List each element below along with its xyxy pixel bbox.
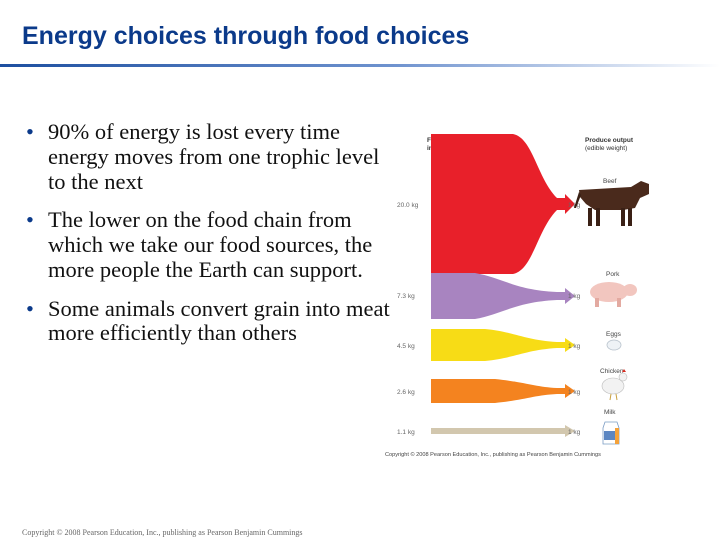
eggs-funnel — [431, 329, 575, 361]
pork-input: 7.3 kg — [397, 293, 415, 300]
chicken-icon — [601, 369, 628, 401]
pork-output: 1 kg — [568, 293, 581, 300]
figure-copyright: Copyright © 2008 Pearson Education, Inc.… — [385, 451, 601, 458]
chicken-output: 1 kg — [568, 389, 581, 396]
bullet-icon: • — [26, 119, 34, 144]
bullet-item: • The lower on the food chain from which … — [24, 207, 402, 282]
beef-output: 1 kg — [568, 202, 581, 209]
bullet-list: • 90% of energy is lost every time energy… — [24, 119, 402, 360]
eggs-input: 4.5 kg — [397, 343, 415, 350]
bullet-text: 90% of energy is lost every time energy … — [48, 119, 380, 194]
footer-copyright: Copyright © 2008 Pearson Education, Inc.… — [22, 528, 303, 537]
produce-label: Produce output — [585, 137, 634, 144]
bullet-icon: • — [26, 207, 34, 233]
produce-label-sub: (edible weight) — [585, 145, 627, 152]
slide-title: Energy choices through food choices — [22, 22, 470, 50]
pig-icon — [590, 282, 637, 307]
eggs-label: Eggs — [606, 331, 622, 338]
bullet-text: The lower on the food chain from which w… — [48, 207, 373, 282]
chicken-funnel — [431, 379, 575, 403]
cow-icon — [574, 181, 649, 226]
egg-icon — [606, 339, 622, 351]
eggs-output: 1 kg — [568, 343, 581, 350]
beef-label: Beef — [603, 178, 617, 185]
milk-label: Milk — [604, 409, 616, 416]
chicken-input: 2.6 kg — [397, 389, 415, 396]
title-divider — [0, 64, 720, 67]
beef-funnel — [431, 134, 575, 274]
milk-funnel — [431, 425, 575, 437]
bullet-item: • Some animals convert grain into meat mo… — [24, 295, 402, 347]
feed-conversion-figure: Feed input Produce output (edible weight… — [385, 126, 685, 462]
milk-output: 1 kg — [568, 429, 581, 436]
pork-funnel — [431, 273, 575, 319]
bullet-text: Some animals convert grain into meat mor… — [48, 295, 390, 346]
chicken-label: Chicken — [600, 368, 624, 375]
beef-input: 20.0 kg — [397, 202, 419, 209]
bullet-item: • 90% of energy is lost every time energy… — [24, 119, 402, 194]
milk-carton-icon — [602, 421, 620, 445]
milk-input: 1.1 kg — [397, 429, 415, 436]
pork-label: Pork — [606, 271, 620, 278]
bullet-icon: • — [26, 295, 34, 321]
